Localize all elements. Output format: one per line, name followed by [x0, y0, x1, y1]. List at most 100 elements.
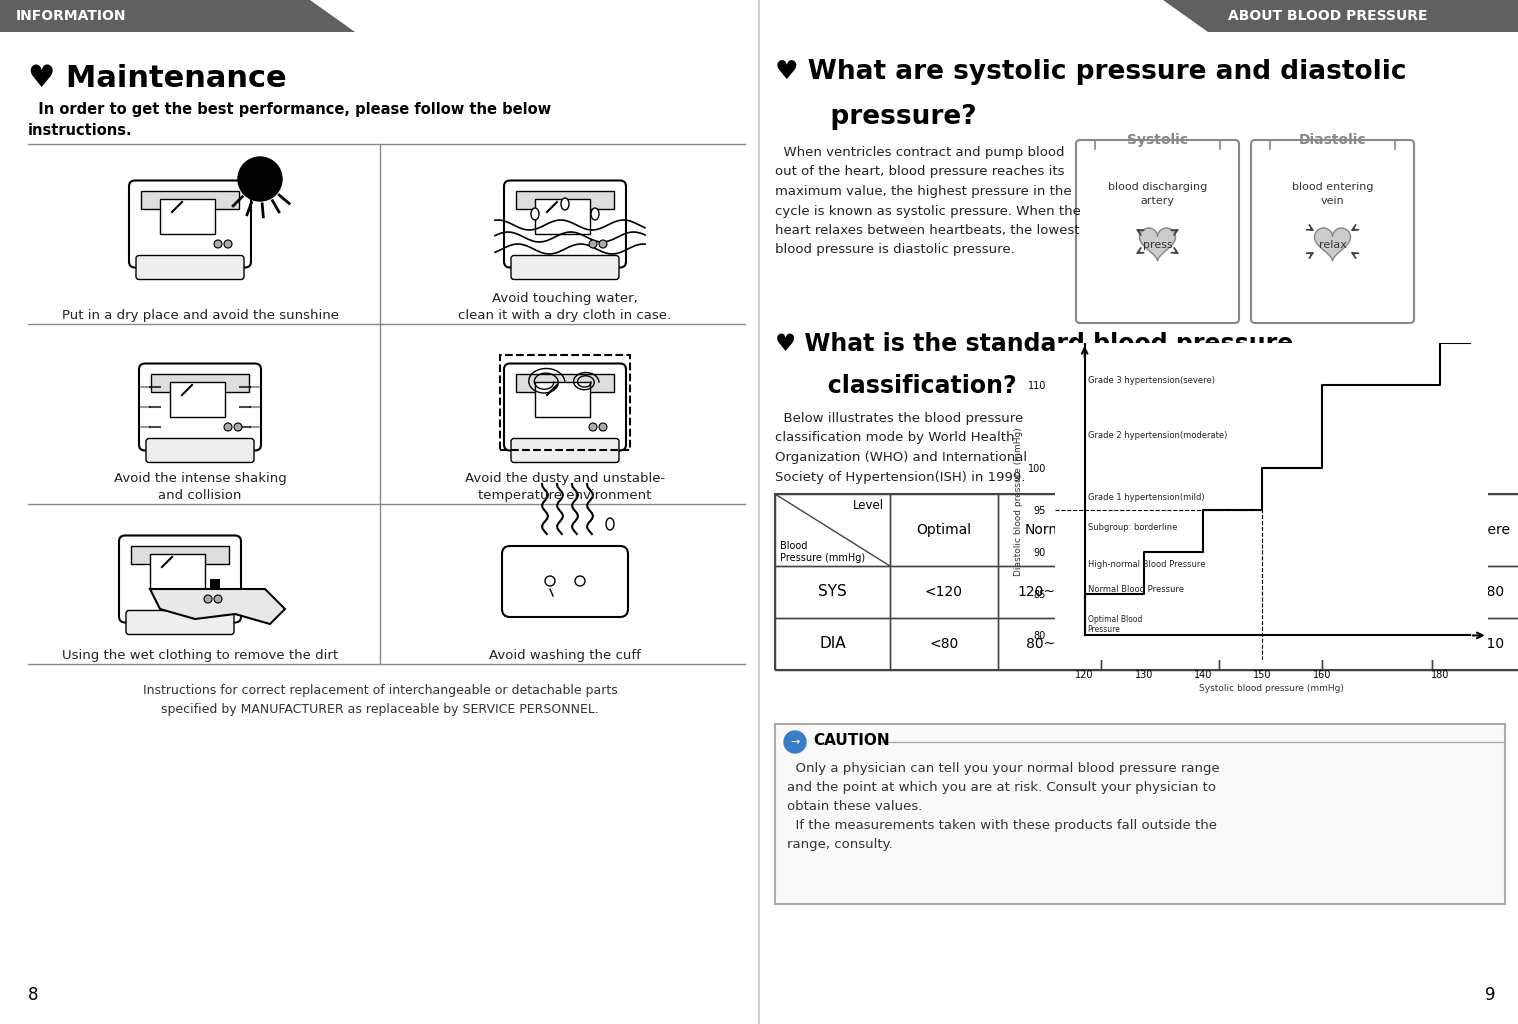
Text: Blood
Pressure (mmHg): Blood Pressure (mmHg) [780, 541, 865, 563]
FancyBboxPatch shape [129, 180, 250, 267]
Bar [170, 382, 225, 417]
Text: Level: Level [853, 499, 883, 512]
Bar [997, 566, 1101, 618]
Bar [776, 566, 890, 618]
Bar [1101, 566, 1219, 618]
Bar [776, 494, 890, 566]
Text: classification?: classification? [803, 374, 1017, 398]
Circle shape [203, 595, 213, 603]
Text: ♥ What is the standard blood pressure: ♥ What is the standard blood pressure [776, 332, 1293, 356]
Text: blood discharging: blood discharging [1108, 182, 1207, 193]
Text: Moderate: Moderate [1343, 523, 1410, 537]
Bar [890, 566, 997, 618]
Bar [1101, 494, 1219, 566]
Bar [890, 494, 997, 566]
Text: 100~109: 100~109 [1345, 637, 1409, 651]
Bar [1101, 618, 1219, 670]
FancyBboxPatch shape [512, 256, 619, 280]
Text: High-normal: High-normal [1117, 523, 1202, 537]
Bar [1219, 566, 1322, 618]
Text: Optimal: Optimal [917, 523, 972, 537]
Text: 90~99: 90~99 [1246, 637, 1293, 651]
Text: Only a physician can tell you your normal blood pressure range
and the point at : Only a physician can tell you your norma… [786, 762, 1220, 851]
Bar [141, 190, 238, 209]
Bar [1322, 618, 1431, 670]
Text: Severe: Severe [1462, 523, 1510, 537]
Text: Subgroup: borderline: Subgroup: borderline [1087, 522, 1176, 531]
Bar [150, 554, 205, 589]
Text: When ventricles contract and pump blood
out of the heart, blood pressure reaches: When ventricles contract and pump blood … [776, 146, 1081, 256]
Text: vein: vein [1321, 196, 1345, 206]
Text: 120~129: 120~129 [1017, 585, 1082, 599]
Circle shape [545, 575, 556, 586]
Text: Optimal Blood
Pressure: Optimal Blood Pressure [1087, 614, 1142, 634]
Bar [534, 199, 591, 234]
FancyBboxPatch shape [512, 438, 619, 463]
Text: 8: 8 [27, 986, 38, 1004]
Text: Put in a dry place and avoid the sunshine: Put in a dry place and avoid the sunshin… [62, 309, 339, 322]
Text: ≥180: ≥180 [1466, 585, 1504, 599]
FancyBboxPatch shape [146, 438, 254, 463]
Text: Mild: Mild [1257, 523, 1284, 537]
Text: Grade 2 hypertension(moderate): Grade 2 hypertension(moderate) [1087, 431, 1227, 439]
Text: Systolic: Systolic [1126, 133, 1189, 147]
Text: Below illustrates the blood pressure
classification mode by World Health
Organiz: Below illustrates the blood pressure cla… [776, 412, 1028, 483]
Ellipse shape [606, 518, 613, 530]
Text: Avoid washing the cuff: Avoid washing the cuff [489, 649, 641, 662]
Text: 140~159: 140~159 [1239, 585, 1302, 599]
Text: Grade 1 hypertension(mild): Grade 1 hypertension(mild) [1087, 494, 1204, 503]
Text: Diastolic: Diastolic [1299, 133, 1366, 147]
Text: 85~89: 85~89 [1137, 637, 1184, 651]
Ellipse shape [591, 208, 600, 220]
Text: relax: relax [1319, 240, 1346, 250]
X-axis label: Systolic blood pressure (mmHg): Systolic blood pressure (mmHg) [1199, 684, 1343, 692]
Bar [1431, 618, 1518, 670]
Text: High-normal Blood Pressure: High-normal Blood Pressure [1087, 560, 1205, 569]
Text: Normal Blood Pressure: Normal Blood Pressure [1087, 586, 1184, 594]
Bar [776, 724, 1504, 904]
Circle shape [783, 731, 806, 753]
Bar [997, 494, 1101, 566]
Circle shape [589, 423, 597, 431]
Text: <120: <120 [924, 585, 962, 599]
Circle shape [214, 595, 222, 603]
Bar [1322, 494, 1431, 566]
Text: 130~139: 130~139 [1128, 585, 1192, 599]
Bar [890, 618, 997, 670]
Polygon shape [1163, 0, 1518, 32]
Text: 80~84: 80~84 [1026, 637, 1073, 651]
Text: Instructions for correct replacement of interchangeable or detachable parts
spec: Instructions for correct replacement of … [143, 684, 618, 716]
Text: 9: 9 [1485, 986, 1495, 1004]
Bar [1219, 618, 1322, 670]
Text: CAUTION: CAUTION [814, 733, 890, 748]
Bar [534, 382, 591, 417]
Circle shape [600, 240, 607, 248]
Bar [1431, 566, 1518, 618]
Text: INFORMATION: INFORMATION [17, 9, 126, 23]
Bar [209, 579, 220, 589]
Circle shape [575, 575, 584, 586]
Text: 160~179: 160~179 [1345, 585, 1409, 599]
Circle shape [238, 157, 282, 201]
Text: Avoid the intense shaking
and collision: Avoid the intense shaking and collision [114, 472, 287, 502]
Text: pressure?: pressure? [803, 104, 976, 130]
Bar [1322, 566, 1431, 618]
FancyBboxPatch shape [504, 364, 625, 451]
Bar [1219, 494, 1322, 566]
Text: Grade 3 hypertension(severe): Grade 3 hypertension(severe) [1087, 377, 1214, 385]
Text: ♥ What are systolic pressure and diastolic: ♥ What are systolic pressure and diastol… [776, 59, 1407, 85]
Bar [776, 618, 890, 670]
Bar [516, 374, 613, 391]
Bar [516, 190, 613, 209]
Ellipse shape [531, 208, 539, 220]
Bar [159, 199, 216, 234]
FancyBboxPatch shape [1076, 140, 1239, 323]
Polygon shape [1315, 228, 1351, 261]
FancyBboxPatch shape [118, 536, 241, 623]
Text: press: press [1143, 240, 1172, 250]
Wedge shape [260, 179, 282, 201]
Text: ≥110: ≥110 [1466, 637, 1504, 651]
Bar [1431, 494, 1518, 566]
FancyBboxPatch shape [502, 546, 628, 617]
Circle shape [225, 423, 232, 431]
